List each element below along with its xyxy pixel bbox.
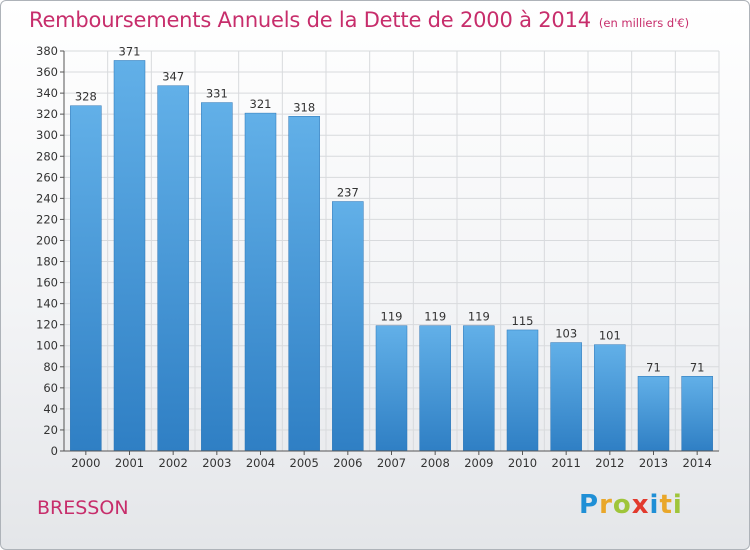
y-tick-label: 60 — [43, 381, 58, 395]
value-label: 371 — [119, 44, 141, 58]
logo-letter: P — [579, 490, 600, 520]
logo-letter: x — [631, 490, 650, 520]
chart-subtitle: (en milliers d'€) — [598, 16, 690, 30]
chart-title-block: Remboursements Annuels de la Dette de 20… — [29, 8, 689, 32]
bar-2002 — [157, 85, 189, 452]
value-label: 101 — [599, 329, 621, 343]
logo-letter: r — [599, 490, 613, 520]
bar-2012 — [594, 344, 626, 452]
bars: 328 371 347 331 321 318 237 119 119 119 115 103 101 7… — [70, 44, 713, 452]
y-tick-label: 380 — [36, 44, 58, 58]
commune-name: BRESSON — [37, 497, 129, 519]
x-tick-label: 2007 — [377, 456, 406, 470]
y-tick-label: 260 — [36, 170, 58, 184]
value-label: 119 — [381, 310, 403, 324]
y-tick-label: 300 — [36, 128, 58, 142]
x-tick-label: 2001 — [115, 456, 144, 470]
value-label: 318 — [293, 100, 315, 114]
x-tick-label: 2003 — [202, 456, 231, 470]
bar-2005 — [288, 116, 320, 452]
y-tick-label: 340 — [36, 86, 58, 100]
bar-2013 — [637, 376, 670, 452]
y-tick-label: 180 — [36, 255, 58, 269]
bar-2008 — [419, 325, 451, 452]
value-label: 119 — [468, 310, 490, 324]
x-tick-label: 2012 — [595, 456, 624, 470]
bar-2001 — [113, 60, 146, 452]
proxiti-logo: Proxiti — [579, 490, 683, 520]
y-tick-label: 240 — [36, 191, 58, 205]
x-tick-label: 2000 — [71, 456, 100, 470]
y-tick-label: 140 — [36, 297, 58, 311]
y-tick-label: 320 — [36, 107, 58, 121]
x-tick-label: 2006 — [333, 456, 362, 470]
y-tick-label: 20 — [43, 423, 58, 437]
value-label: 115 — [512, 314, 534, 328]
x-tick-label: 2005 — [290, 456, 319, 470]
x-tick-label: 2004 — [246, 456, 275, 470]
bar-2006 — [332, 201, 364, 452]
y-tick-label: 220 — [36, 212, 58, 226]
y-tick-label: 100 — [36, 339, 58, 353]
bar-2007 — [375, 325, 408, 452]
x-tick-label: 2008 — [421, 456, 450, 470]
value-label: 71 — [690, 360, 705, 374]
bar-2014 — [681, 376, 713, 452]
value-label: 328 — [75, 90, 97, 104]
y-tick-label: 280 — [36, 149, 58, 163]
logo-letter: o — [612, 490, 632, 520]
value-label: 71 — [646, 360, 661, 374]
value-label: 103 — [555, 327, 577, 341]
x-tick-label: 2009 — [464, 456, 493, 470]
x-tick-label: 2010 — [508, 456, 537, 470]
bar-2011 — [550, 342, 582, 452]
logo-letter: i — [672, 490, 683, 520]
bar-2004 — [244, 112, 277, 452]
x-tick-label: 2013 — [639, 456, 668, 470]
y-tick-label: 80 — [43, 360, 58, 374]
x-tick-label: 2011 — [552, 456, 581, 470]
bar-2009 — [463, 325, 495, 452]
axes: 0 20 40 60 80 100 120 140 160 180 200 220 240 260 280 3… — [36, 44, 719, 470]
y-tick-label: 40 — [43, 402, 58, 416]
y-tick-label: 360 — [36, 65, 58, 79]
x-tick-label: 2002 — [159, 456, 188, 470]
chart-title: Remboursements Annuels de la Dette de 20… — [29, 8, 591, 32]
y-tick-label: 160 — [36, 276, 58, 290]
value-label: 119 — [424, 310, 446, 324]
value-label: 347 — [162, 70, 184, 84]
logo-letter: i — [649, 490, 660, 520]
x-tick-label: 2014 — [683, 456, 712, 470]
value-label: 331 — [206, 87, 228, 101]
bar-2003 — [201, 102, 233, 452]
bar-2010 — [506, 329, 539, 452]
y-tick-label: 0 — [51, 444, 58, 458]
bar-2000 — [70, 105, 102, 452]
logo-letter: t — [659, 490, 673, 520]
value-label: 321 — [250, 97, 272, 111]
value-label: 237 — [337, 186, 359, 200]
y-tick-label: 120 — [36, 318, 58, 332]
y-tick-label: 200 — [36, 233, 58, 247]
